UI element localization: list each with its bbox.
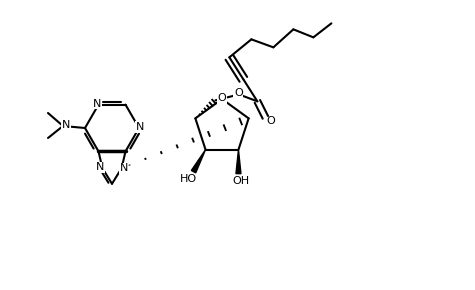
- Text: O: O: [218, 93, 227, 103]
- Text: OH: OH: [232, 176, 249, 186]
- Text: O: O: [266, 116, 275, 126]
- Text: N: N: [62, 120, 70, 130]
- Text: N: N: [96, 162, 104, 172]
- Text: N: N: [93, 99, 102, 109]
- Polygon shape: [236, 150, 241, 174]
- Text: HO: HO: [180, 174, 197, 184]
- Polygon shape: [191, 150, 206, 173]
- Text: O: O: [234, 88, 243, 98]
- Text: N: N: [119, 163, 128, 173]
- Text: N: N: [136, 122, 144, 132]
